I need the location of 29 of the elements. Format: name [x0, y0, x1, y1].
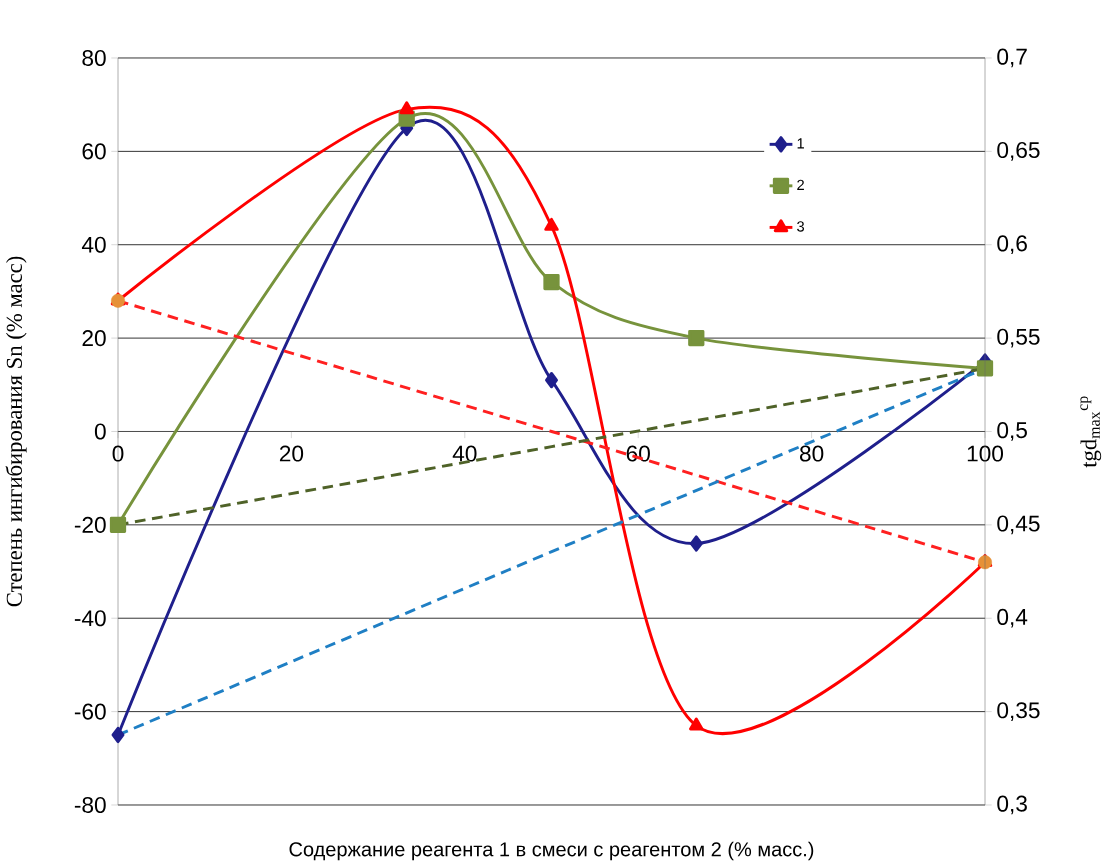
- x-tick-label: 100: [967, 445, 1004, 462]
- x-tick-label: 80: [799, 445, 824, 462]
- y2-tick-label: 0,35: [997, 702, 1040, 721]
- y-tick-label: 80: [82, 49, 106, 67]
- y-tick-label: 0: [94, 423, 106, 440]
- y2-tick-label: 0,5: [997, 422, 1027, 441]
- y2-tick-label: 0,6: [997, 235, 1027, 255]
- legend-label: 3: [797, 221, 805, 232]
- y2-tick-label: 0,3: [997, 795, 1027, 815]
- y-tick-label: 20: [82, 330, 106, 347]
- y2-tick-label: 0,45: [997, 515, 1040, 535]
- x-axis-title: Содержание реагента 1 в смеси с реагентом 2 (% масс.): [289, 841, 814, 861]
- y-tick-label: 40: [81, 236, 106, 253]
- y-tick-label: -40: [74, 610, 106, 627]
- y-tick-label: -20: [74, 516, 106, 533]
- legend-label: 1: [797, 138, 804, 149]
- x-tick-label: 40: [452, 445, 477, 462]
- y2-tick-label: 0,65: [997, 142, 1040, 161]
- legend-label: 2: [797, 179, 804, 190]
- y2-tick-label: 0,4: [997, 608, 1028, 628]
- y-tick-label: -60: [74, 703, 106, 720]
- x-tick-label: 0: [112, 445, 124, 462]
- x-tick-label: 20: [279, 445, 304, 462]
- y2-tick-label: 0,7: [997, 48, 1027, 68]
- y2-axis-title: tgd$_{max}$ср: [1080, 396, 1102, 468]
- y-axis-title: Степень ингибирования Sn (% масс): [5, 256, 27, 607]
- y-tick-label: 60: [82, 143, 106, 160]
- y2-tick-label: 0,55: [997, 328, 1040, 348]
- y-tick-label: -80: [74, 796, 106, 814]
